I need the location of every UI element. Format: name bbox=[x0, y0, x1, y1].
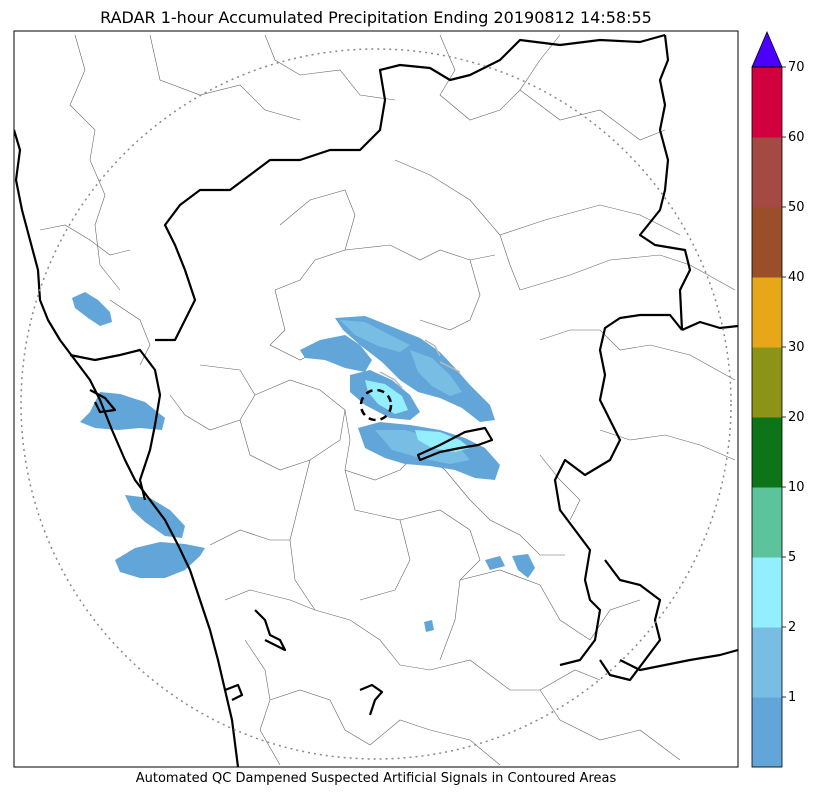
echo-moderate bbox=[340, 320, 410, 352]
echo-heavy bbox=[415, 430, 470, 452]
colorbar-bands bbox=[752, 67, 782, 768]
echo-light bbox=[512, 554, 535, 578]
echo-light bbox=[485, 556, 505, 570]
colorbar-tick-label: 5 bbox=[788, 550, 796, 565]
qc-contour bbox=[424, 339, 441, 357]
district-boundary bbox=[239, 379, 346, 471]
colorbar-band bbox=[752, 137, 782, 208]
colorbar-tick-label: 20 bbox=[788, 410, 805, 425]
radar-site-marker bbox=[359, 388, 393, 422]
state-boundary bbox=[254, 609, 287, 652]
district-boundary bbox=[244, 639, 281, 766]
state-boundary bbox=[599, 559, 662, 682]
echo-light bbox=[300, 335, 372, 372]
colorbar-tick-label: 60 bbox=[788, 130, 805, 145]
colorbar-tick-label: 40 bbox=[788, 270, 805, 285]
colorbar-band bbox=[752, 487, 782, 558]
district-boundary bbox=[69, 34, 121, 291]
echo-light bbox=[424, 620, 434, 632]
colorbar: 1 2 5 10 20 30 40 50 60 70 bbox=[751, 30, 805, 768]
echo-moderate bbox=[410, 350, 462, 396]
qc-contour bbox=[439, 361, 461, 373]
district-boundary bbox=[399, 509, 481, 661]
district-boundary bbox=[599, 429, 736, 461]
echo-light bbox=[115, 542, 205, 578]
colorbar-band bbox=[752, 417, 782, 488]
district-boundary bbox=[439, 34, 561, 121]
state-boundary bbox=[224, 683, 244, 701]
district-boundary bbox=[344, 469, 411, 601]
state-boundary bbox=[619, 648, 738, 672]
district-boundary bbox=[344, 244, 496, 261]
colorbar-tick-label: 50 bbox=[788, 200, 805, 215]
district-boundary bbox=[224, 589, 401, 666]
district-boundary bbox=[519, 254, 736, 291]
district-boundary bbox=[419, 259, 481, 331]
colorbar-ticks: 1 2 5 10 20 30 40 50 60 70 bbox=[782, 60, 805, 705]
state-boundary bbox=[89, 389, 117, 414]
colorbar-band bbox=[752, 557, 782, 628]
state-boundary bbox=[638, 34, 692, 331]
district-boundary bbox=[399, 659, 601, 691]
colorbar-tick-label: 70 bbox=[788, 60, 805, 75]
district-boundary bbox=[499, 204, 681, 236]
state-boundary bbox=[681, 320, 738, 332]
colorbar-band bbox=[752, 347, 782, 418]
district-boundary bbox=[209, 529, 290, 546]
map-frame bbox=[13, 30, 739, 768]
district-boundary bbox=[419, 449, 565, 556]
district-boundary bbox=[39, 224, 131, 256]
qc-contour bbox=[379, 371, 403, 389]
district-boundary bbox=[264, 34, 396, 101]
state-boundaries bbox=[14, 33, 738, 767]
colorbar-overflow-arrow bbox=[751, 30, 783, 68]
district-boundary bbox=[539, 689, 681, 761]
map-caption: Automated QC Dampened Suspected Artifici… bbox=[135, 771, 617, 786]
colorbar-band bbox=[752, 697, 782, 768]
map-title: RADAR 1-hour Accumulated Precipitation E… bbox=[100, 8, 652, 27]
state-boundary bbox=[416, 426, 494, 462]
colorbar-tick-label: 10 bbox=[788, 480, 805, 495]
district-boundary bbox=[539, 329, 736, 381]
colorbar-band bbox=[752, 277, 782, 348]
colorbar-band bbox=[752, 627, 782, 698]
district-boundary bbox=[149, 34, 301, 121]
district-boundary bbox=[459, 569, 641, 641]
district-boundary bbox=[274, 189, 356, 291]
map-panel bbox=[13, 30, 739, 768]
district-boundary bbox=[539, 454, 581, 521]
qc-contours bbox=[379, 339, 461, 389]
state-boundary bbox=[155, 33, 666, 342]
echo-heavy bbox=[365, 380, 408, 414]
district-boundaries bbox=[39, 34, 736, 766]
colorbar-tick-label: 2 bbox=[788, 620, 796, 635]
state-boundary bbox=[359, 683, 384, 716]
district-boundary bbox=[394, 159, 521, 291]
colorbar-tick-label: 1 bbox=[788, 690, 796, 705]
colorbar-band bbox=[752, 207, 782, 278]
range-ring bbox=[20, 48, 732, 760]
colorbar-band bbox=[752, 67, 782, 138]
district-boundary bbox=[269, 689, 501, 766]
district-boundary bbox=[519, 89, 666, 141]
state-boundary bbox=[553, 313, 683, 667]
state-boundary bbox=[69, 348, 162, 501]
coastline bbox=[14, 129, 240, 767]
echo-moderate bbox=[375, 430, 470, 464]
echo-light bbox=[72, 292, 112, 326]
colorbar-tick-label: 30 bbox=[788, 340, 805, 355]
